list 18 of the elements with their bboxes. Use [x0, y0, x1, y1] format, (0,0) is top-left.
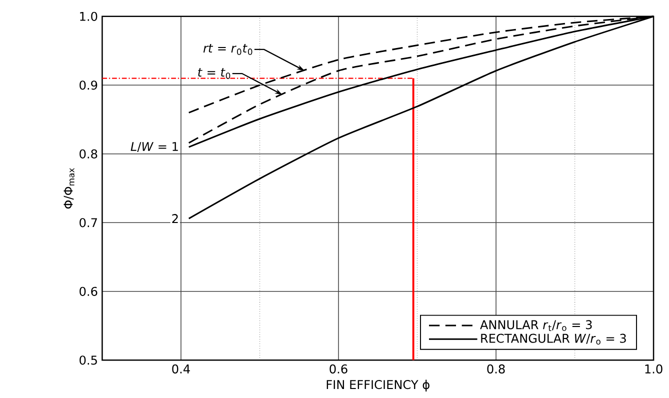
annotation: 2	[172, 214, 178, 224]
y-tick-label: 0.8	[80, 149, 98, 159]
legend-label: RECTANGULAR W/r$_{o}$ = 3	[481, 334, 626, 345]
annotation: t = t$_{0}$	[198, 68, 230, 80]
y-tick-label: 0.7	[80, 218, 97, 228]
annotation: L/W = 1	[130, 142, 178, 152]
y-tick-label: 0.5	[80, 356, 97, 365]
y-axis-title: Φ/Φ$_{max}$	[64, 168, 74, 209]
x-tick-label: 0.6	[330, 364, 348, 374]
y-tick-label: 1.0	[80, 12, 98, 22]
x-axis-title: FIN EFFICIENCY ϕ	[326, 380, 430, 392]
x-tick-label: 0.8	[487, 364, 505, 374]
x-tick-label: 0.4	[172, 364, 190, 374]
legend-label: ANNULAR r$_{t}$/r$_{o}$ = 3	[480, 320, 592, 332]
x-tick-label: 1.0	[645, 364, 662, 374]
annotation: rt = r$_{0}$t$_{0}$	[203, 44, 252, 56]
y-tick-label: 0.9	[80, 80, 98, 90]
y-tick-label: 0.6	[80, 286, 98, 296]
